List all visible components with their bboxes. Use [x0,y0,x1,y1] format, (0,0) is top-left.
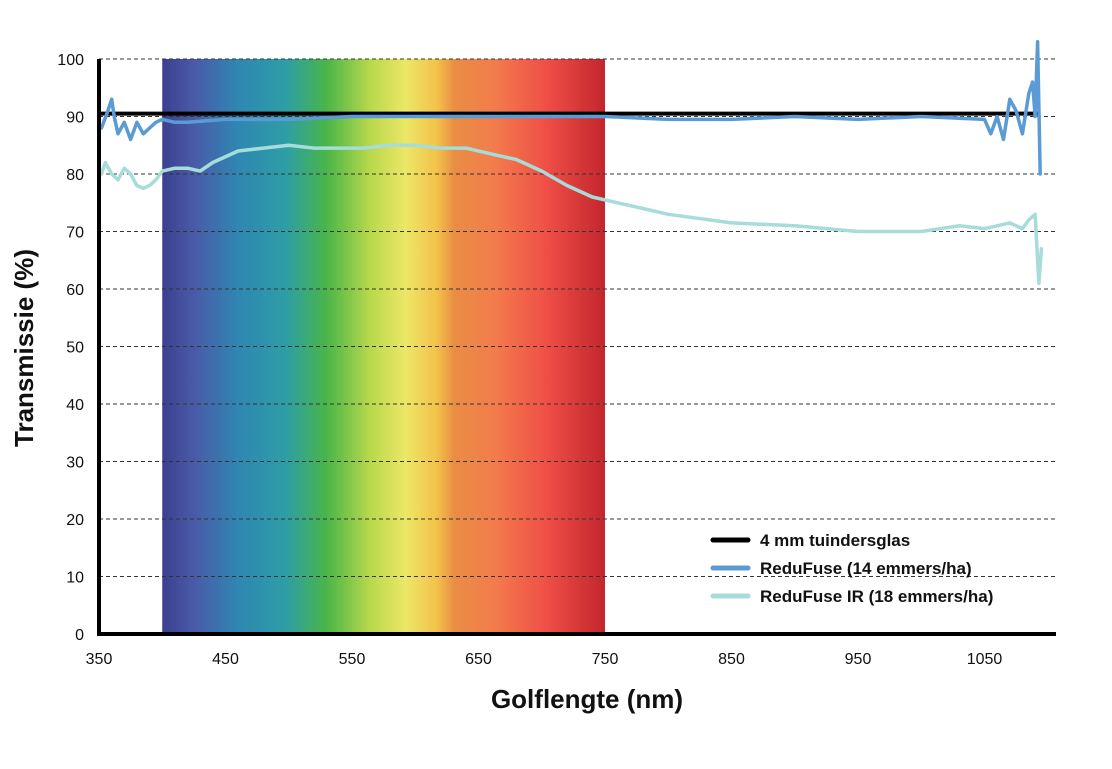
y-tick-label: 60 [66,282,84,299]
y-tick-label: 10 [66,570,84,587]
series-line-3 [99,143,1044,286]
x-tick-label: 650 [465,651,492,668]
x-tick-label: 1050 [967,651,1003,668]
y-tick-label: 20 [66,512,84,529]
x-tick-label: 350 [86,651,113,668]
legend-label: ReduFuse IR (18 emmers/ha) [760,587,993,606]
legend-label: ReduFuse (14 emmers/ha) [760,559,972,578]
y-tick-label: 80 [66,167,84,184]
x-tick-label: 750 [592,651,619,668]
y-tick-label: 30 [66,455,84,472]
x-tick-label: 850 [718,651,745,668]
axes [97,59,1056,636]
legend-label: 4 mm tuindersglas [760,531,910,550]
y-tick-label: 0 [75,627,84,644]
x-tick-label: 550 [339,651,366,668]
y-tick-label: 40 [66,397,84,414]
series-lines [97,40,1044,286]
y-tick-label: 90 [66,110,84,127]
tick-labels: 0 10 20 30 40 50 60 70 80 90 100 350 450 550 650 750 850… [57,52,1002,668]
x-axis-title: Golflengte (nm) [491,684,683,714]
series-line-2 [99,40,1042,176]
y-tick-label: 100 [57,52,84,69]
x-tick-label: 950 [845,651,872,668]
visible-spectrum-band [162,59,605,634]
y-tick-label: 70 [66,225,84,242]
y-tick-label: 50 [66,340,84,357]
legend: 4 mm tuindersglas ReduFuse (14 emmers/ha)… [710,531,993,606]
y-axis-title: Transmissie (%) [9,249,39,447]
x-tick-label: 450 [212,651,239,668]
